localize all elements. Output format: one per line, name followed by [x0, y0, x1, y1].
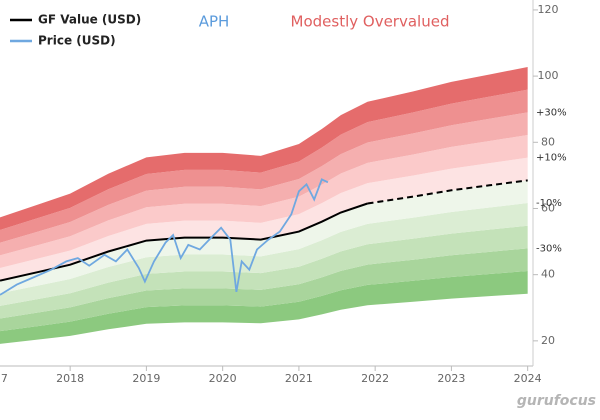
valuation-band: [0, 180, 528, 294]
bands: [0, 67, 528, 344]
series-line: [0, 178, 329, 296]
band-label: +30%: [536, 107, 567, 118]
band-label: +10%: [536, 153, 567, 164]
x-tick-label: 2018: [56, 372, 84, 385]
band-label: -30%: [536, 243, 562, 254]
x-tick-label: 2023: [437, 372, 465, 385]
x-tick-label: 2019: [132, 372, 160, 385]
valuation-band: [0, 203, 528, 306]
x-tick-label: 2020: [209, 372, 237, 385]
legend-label: Price (USD): [38, 34, 116, 48]
y-tick-label: 20: [541, 334, 555, 347]
valuation-band: [0, 135, 528, 268]
valuation-band: [0, 89, 528, 243]
valuation-band: [0, 157, 528, 281]
valuation-band: [0, 112, 528, 256]
ticker: APH: [199, 13, 230, 31]
y-tick-label: 100: [538, 69, 559, 82]
lines: [0, 178, 528, 296]
x-tick-label: 2017: [0, 372, 8, 385]
axes: 20 40 60 80 100 120 2017 2018 2019 2020 2021 2022 20…: [0, 0, 567, 385]
legend: GF Value (USD) Price (USD): [10, 13, 141, 48]
band-label: -10%: [536, 198, 562, 209]
legend-label: GF Value (USD): [38, 13, 141, 27]
valuation-rating: Modestly Overvalued: [291, 13, 450, 31]
y-tick-label: 40: [541, 268, 555, 281]
x-tick-label: 2022: [361, 372, 389, 385]
valuation-band: [0, 271, 528, 344]
series-line: [0, 202, 368, 282]
valuation-band: [0, 225, 528, 319]
x-tick-label: 2024: [514, 372, 542, 385]
series-line: [367, 179, 528, 205]
watermark: gurufocus: [517, 393, 596, 409]
y-tick-label: 60: [541, 201, 555, 214]
valuation-band: [0, 67, 528, 231]
y-tick-label: 120: [538, 3, 559, 16]
valuation-band: [0, 248, 528, 332]
x-tick-label: 2021: [285, 372, 313, 385]
y-tick-label: 80: [541, 135, 555, 148]
